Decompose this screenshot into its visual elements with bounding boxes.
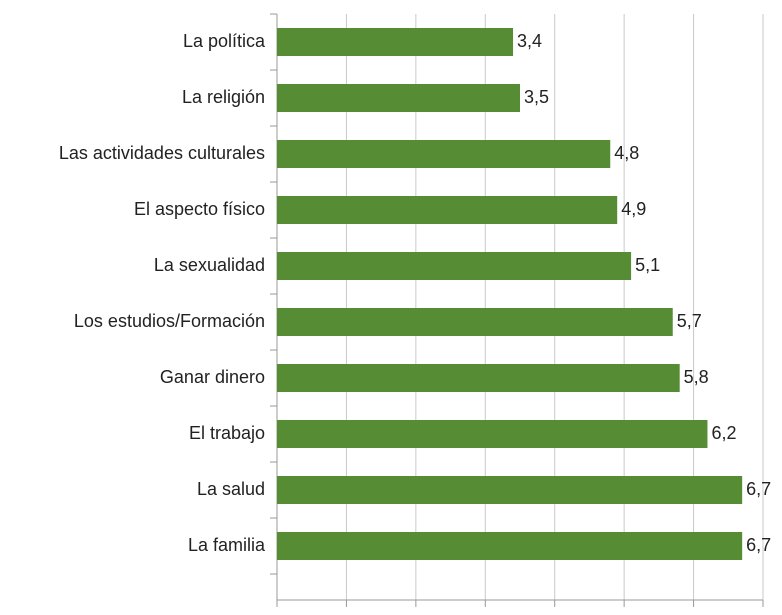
bar — [277, 308, 673, 336]
bar — [277, 252, 632, 280]
value-label: 6,7 — [746, 479, 771, 499]
y-tick-label: La salud — [197, 479, 265, 499]
value-label: 5,1 — [635, 255, 660, 275]
y-tick-label: El trabajo — [189, 423, 265, 443]
bar — [277, 420, 708, 448]
bar — [277, 84, 520, 112]
value-label: 6,2 — [711, 423, 736, 443]
bar — [277, 196, 618, 224]
value-label: 5,8 — [684, 367, 709, 387]
y-tick-label: La sexualidad — [154, 255, 265, 275]
value-label: 5,7 — [677, 311, 702, 331]
value-label: 4,8 — [614, 143, 639, 163]
value-label: 4,9 — [621, 199, 646, 219]
bar — [277, 140, 611, 168]
value-label: 3,4 — [517, 31, 542, 51]
y-tick-label: La política — [183, 31, 266, 51]
bar — [277, 476, 743, 504]
bar — [277, 532, 743, 560]
y-tick-label: El aspecto físico — [134, 199, 265, 219]
y-tick-label: La familia — [188, 535, 266, 555]
y-tick-label: La religión — [182, 87, 265, 107]
value-label: 3,5 — [524, 87, 549, 107]
value-label: 6,7 — [746, 535, 771, 555]
y-tick-label: Los estudios/Formación — [74, 311, 265, 331]
y-tick-label: Las actividades culturales — [59, 143, 265, 163]
y-tick-label: Ganar dinero — [160, 367, 265, 387]
bar — [277, 28, 514, 56]
bar — [277, 364, 680, 392]
